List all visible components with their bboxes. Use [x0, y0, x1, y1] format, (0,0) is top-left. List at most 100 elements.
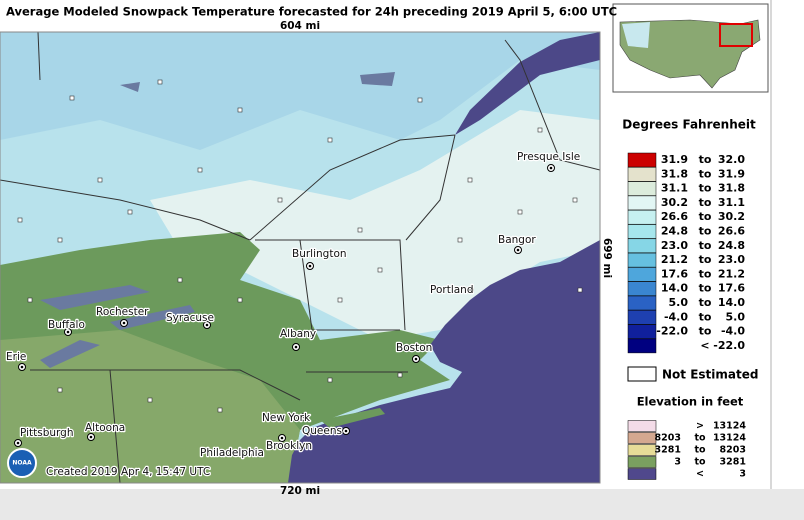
legend-title: Elevation in feet: [637, 395, 744, 409]
station: [57, 387, 63, 393]
legend-text: -4.0: [664, 310, 688, 323]
noaa-logo: [7, 448, 37, 478]
legend-text: 3281: [655, 445, 681, 456]
station: [327, 137, 333, 143]
map: [0, 31, 601, 484]
legend-text: 17.6: [718, 282, 745, 295]
station: [337, 297, 343, 303]
city-dot: [294, 345, 298, 349]
city-label: Bangor: [498, 234, 536, 246]
legend-text: to: [699, 239, 712, 252]
legend-swatch: [627, 209, 657, 225]
inset-land: [619, 19, 761, 89]
city-label: Erie: [6, 351, 26, 363]
legend-text: 21.2: [661, 253, 688, 266]
legend-title: Degrees Fahrenheit: [622, 118, 756, 132]
city-dot: [205, 323, 209, 327]
city-dot: [516, 248, 520, 252]
station: [397, 372, 403, 378]
scale-top: 604 mi: [280, 20, 320, 32]
legend-text: 31.9: [661, 153, 688, 166]
legend-text: 23.0: [718, 253, 745, 266]
legend-swatch: [627, 338, 657, 354]
city-dot: [344, 429, 348, 433]
legend-swatch: [627, 420, 657, 432]
legend-text: 17.6: [661, 267, 688, 280]
legend-text: to: [699, 153, 712, 166]
city-dot: [122, 321, 126, 325]
city-label: New York: [262, 412, 311, 424]
land-lowland: [0, 330, 300, 483]
city-label: Philadelphia: [200, 447, 264, 459]
legend-text: 14.0: [661, 282, 688, 295]
legend-swatch: [627, 432, 657, 444]
city-dot: [468, 288, 472, 292]
city-label: Syracuse: [166, 312, 214, 324]
legend-text: 21.2: [718, 267, 745, 280]
legend-text: 31.1: [718, 196, 745, 209]
legend-text: 8203: [720, 445, 746, 456]
city-dot: [414, 357, 418, 361]
legend-swatch: [627, 224, 657, 239]
snow-pale: [150, 110, 600, 340]
city-dot: [16, 441, 20, 445]
noaa-logo-text: NOAA: [12, 460, 32, 467]
legend-text: 3: [739, 469, 746, 480]
legend-text: to: [694, 445, 706, 456]
station: [157, 79, 163, 85]
legend-text: 31.8: [718, 182, 745, 195]
legend-text: -22.0: [656, 325, 688, 338]
legend-swatch: [627, 167, 657, 182]
station: [69, 95, 75, 101]
city-label: Queens: [302, 425, 342, 437]
city-label: Boston: [396, 342, 432, 354]
inset-map: [612, 3, 769, 93]
legend-text: 24.8: [661, 225, 688, 238]
legend-text: 31.1: [661, 182, 688, 195]
scale-right: 699 mi: [601, 238, 613, 278]
legend-text: 5.0: [669, 296, 689, 309]
ocean: [288, 240, 600, 483]
legend-text: to: [694, 433, 706, 444]
station: [327, 377, 333, 383]
station: [177, 277, 183, 283]
legend-text: -4.0: [721, 325, 745, 338]
station: [517, 209, 523, 215]
city-dot: [302, 415, 306, 419]
legend-swatch: [627, 195, 657, 211]
station: [572, 197, 578, 203]
station: [277, 197, 283, 203]
legend-text: >: [696, 421, 704, 432]
gulf: [455, 32, 600, 135]
legend-text: to: [699, 167, 712, 180]
city-label: Rochester: [96, 306, 149, 318]
city-dot: [308, 264, 312, 268]
legend-text: to: [699, 196, 712, 209]
station: [377, 267, 383, 273]
legend-text: to: [699, 310, 712, 323]
legend-text: 3: [674, 457, 681, 468]
station: [57, 237, 63, 243]
map-frame: [0, 31, 601, 484]
station: [237, 297, 243, 303]
city-dot: [549, 166, 553, 170]
legend-swatch: [627, 152, 657, 168]
legend-swatch: [627, 456, 657, 468]
borders: [0, 32, 600, 483]
legend-text: 24.8: [718, 239, 745, 252]
legend-text: 14.0: [718, 296, 745, 309]
legend-swatch: [627, 181, 657, 196]
legend-text: to: [699, 253, 712, 266]
legend-text: to: [699, 225, 712, 238]
legend-text: 5.0: [726, 310, 746, 323]
legend-text: 31.8: [661, 167, 688, 180]
city-label: Portland: [430, 284, 474, 296]
legend-swatch: [627, 238, 657, 254]
legend-swatch: [627, 310, 657, 325]
legend-swatch: [627, 324, 657, 339]
legend-text: 26.6: [718, 225, 745, 238]
station: [127, 209, 133, 215]
city-dot: [252, 451, 256, 455]
station: [357, 227, 363, 233]
